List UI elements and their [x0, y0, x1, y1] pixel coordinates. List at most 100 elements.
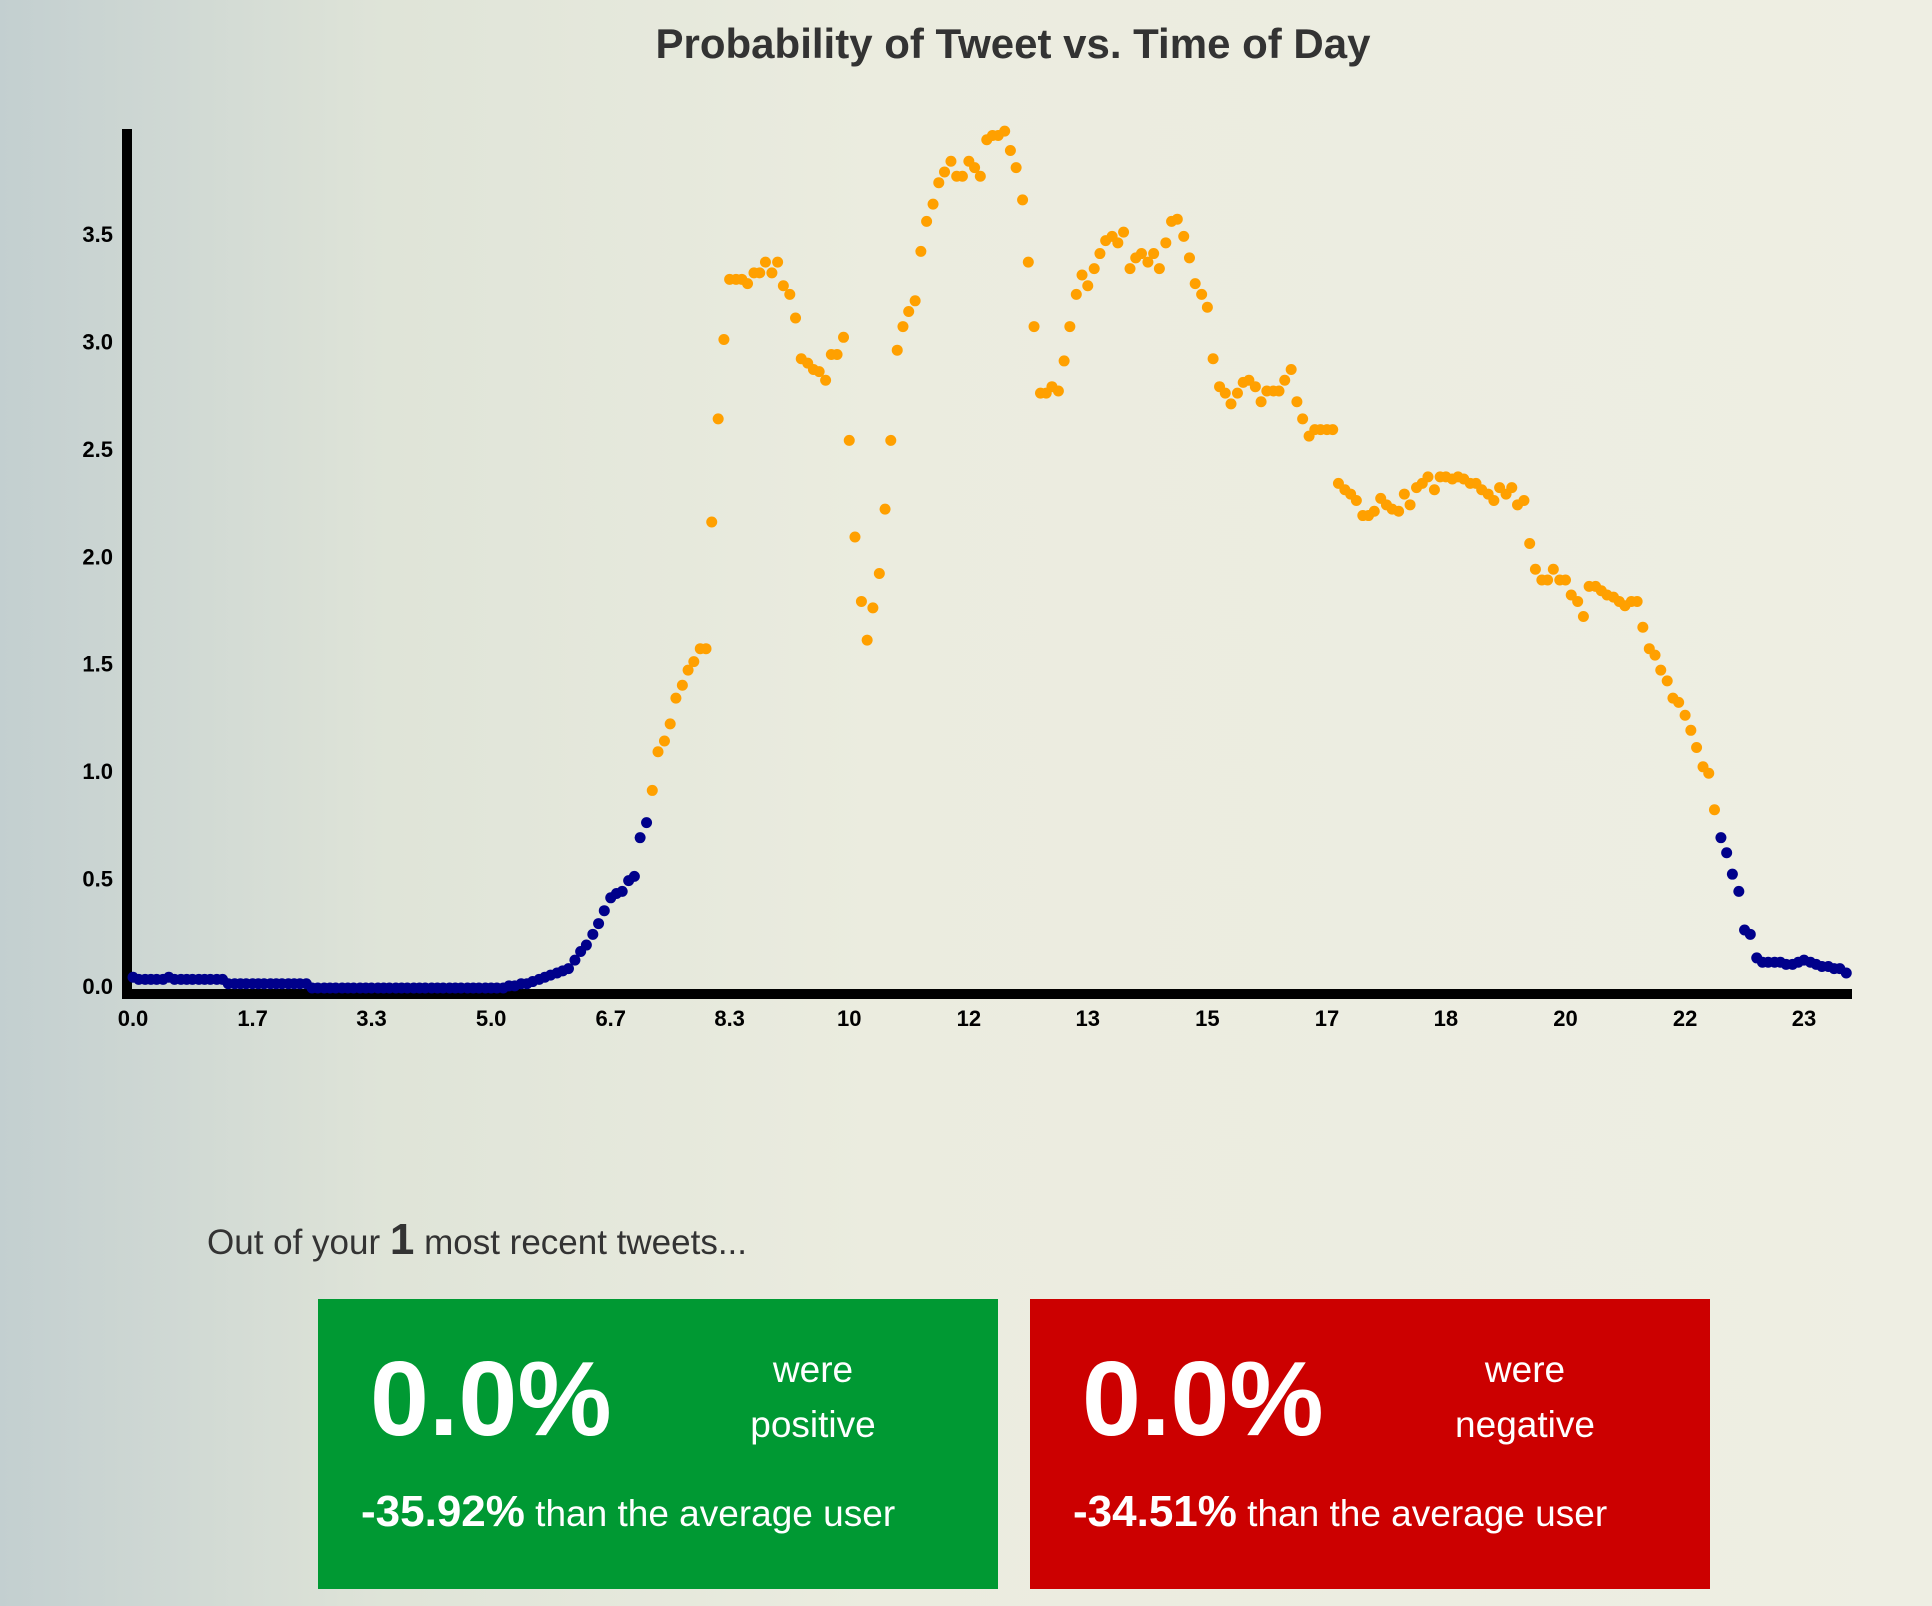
x-tick-label: 13: [1076, 1006, 1100, 1031]
point: [1171, 213, 1183, 225]
comparison: -34.51% than the average user: [1073, 1487, 1607, 1537]
chart: Probability of Tweet vs. Time of Day 0.0…: [82, 20, 1852, 1031]
point: [1661, 675, 1673, 687]
point: [1225, 398, 1237, 410]
point: [766, 267, 778, 279]
point: [1153, 263, 1165, 275]
x-tick-label: 0.0: [118, 1006, 149, 1031]
point: [1135, 248, 1147, 260]
point: [1368, 505, 1380, 517]
point: [580, 939, 592, 951]
point: [658, 735, 670, 747]
point: [664, 718, 676, 730]
point: [652, 746, 664, 758]
point: [1076, 269, 1088, 281]
x-tick-label: 1.7: [237, 1006, 268, 1031]
point: [1327, 424, 1339, 436]
point: [1028, 321, 1040, 333]
point: [1655, 664, 1667, 676]
y-tick-label: 0.0: [82, 974, 113, 999]
point: [759, 256, 771, 268]
point: [974, 170, 986, 182]
point: [682, 664, 694, 676]
point: [1577, 610, 1589, 622]
point: [1010, 162, 1022, 174]
point: [1207, 353, 1219, 365]
point: [885, 434, 897, 446]
point: [1518, 495, 1530, 507]
point: [706, 516, 718, 528]
point: [1196, 288, 1208, 300]
point: [820, 374, 832, 386]
x-tick-label: 5.0: [476, 1006, 507, 1031]
point: [879, 503, 891, 515]
point: [1178, 230, 1190, 242]
point: [1082, 280, 1094, 292]
point: [915, 245, 927, 257]
point: [909, 295, 921, 307]
point: [1148, 248, 1160, 260]
point: [1529, 563, 1541, 575]
point: [1124, 263, 1136, 275]
point: [843, 434, 855, 446]
point: [1219, 387, 1231, 399]
point: [831, 348, 843, 360]
point: [676, 679, 688, 691]
y-tick-label: 2.0: [82, 544, 113, 569]
point: [670, 692, 682, 704]
point: [903, 306, 915, 318]
point: [1506, 482, 1518, 494]
point: [1022, 256, 1034, 268]
point: [999, 125, 1011, 137]
point: [956, 170, 968, 182]
x-tick-label: 10: [837, 1006, 861, 1031]
point: [1297, 413, 1309, 425]
intro-prefix: Out of your: [207, 1223, 381, 1262]
point: [873, 568, 885, 580]
point: [712, 413, 724, 425]
point: [1488, 495, 1500, 507]
x-tick-label: 22: [1673, 1006, 1697, 1031]
point: [1052, 385, 1064, 397]
point: [1112, 237, 1124, 249]
tweet-count: 1: [389, 1215, 415, 1264]
point: [1070, 288, 1082, 300]
point: [1279, 374, 1291, 386]
point: [1088, 263, 1100, 275]
point: [1094, 248, 1106, 260]
point: [593, 918, 605, 930]
point: [1249, 381, 1261, 393]
point: [1721, 847, 1733, 859]
point: [1422, 471, 1434, 483]
point: [838, 331, 850, 343]
point: [1572, 595, 1584, 607]
point: [1524, 537, 1536, 549]
x-tick-label: 6.7: [595, 1006, 626, 1031]
y-tick-label: 3.5: [82, 222, 113, 247]
point: [1404, 499, 1416, 511]
point: [1542, 574, 1554, 586]
point: [1703, 767, 1715, 779]
x-tick-label: 17: [1315, 1006, 1339, 1031]
point: [634, 832, 646, 844]
point: [1350, 495, 1362, 507]
point: [969, 162, 981, 174]
x-tick-label: 15: [1195, 1006, 1219, 1031]
point: [688, 656, 700, 668]
point: [772, 256, 784, 268]
point: [927, 198, 939, 210]
x-tick-label: 20: [1553, 1006, 1577, 1031]
y-tick-label: 2.5: [82, 437, 113, 462]
x-tick-label: 8.3: [714, 1006, 745, 1031]
point: [1291, 396, 1303, 408]
x-tick-label: 12: [957, 1006, 981, 1031]
point: [1637, 621, 1649, 633]
label: were: [772, 1349, 854, 1390]
point: [1004, 144, 1016, 156]
point: [1189, 278, 1201, 290]
point: [784, 288, 796, 300]
point: [1142, 256, 1154, 268]
label: negative: [1455, 1404, 1595, 1445]
point: [1560, 574, 1571, 586]
